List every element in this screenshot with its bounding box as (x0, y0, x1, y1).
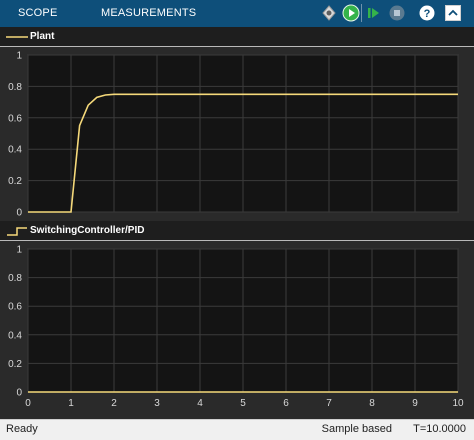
tab-scope[interactable]: SCOPE (18, 7, 58, 19)
plot-plant[interactable]: 0 0.2 0.4 0.6 0.8 1 (0, 47, 474, 221)
status-text: Ready (6, 423, 38, 435)
y-tick-label: 0 (16, 208, 22, 219)
x-tick-label: 1 (68, 398, 74, 409)
legend-line-icon (6, 35, 28, 38)
legend-item-pid[interactable]: SwitchingController/PID (6, 221, 144, 240)
simulation-time: T=10.0000 (413, 423, 466, 435)
y-tick-label: 0.4 (8, 330, 22, 341)
tab-measurements[interactable]: MEASUREMENTS (101, 7, 197, 19)
x-tick-label: 5 (240, 398, 246, 409)
help-icon[interactable]: ? (417, 3, 437, 23)
legend-label: Plant (30, 31, 55, 42)
y-tick-label: 0 (16, 388, 22, 399)
sample-mode: Sample based (321, 423, 392, 435)
y-tick-label: 0.6 (8, 113, 22, 124)
stop-icon[interactable] (387, 3, 407, 23)
x-tick-label: 0 (25, 398, 31, 409)
y-tick-label: 0.2 (8, 176, 22, 187)
x-tick-label: 2 (111, 398, 117, 409)
status-bar: Ready Sample based T=10.0000 (0, 419, 474, 440)
y-tick-label: 0.2 (8, 359, 22, 370)
y-tick-label: 0.8 (8, 82, 22, 93)
svg-text:?: ? (424, 8, 431, 20)
step-forward-icon[interactable] (364, 3, 384, 23)
collapse-toolstrip-icon[interactable] (443, 3, 463, 23)
y-tick-label: 0.6 (8, 302, 22, 313)
x-tick-label: 4 (197, 398, 203, 409)
x-tick-label: 9 (412, 398, 418, 409)
x-tick-label: 6 (283, 398, 289, 409)
legend-step-icon (7, 226, 27, 236)
legend-bar-plant: Plant (0, 27, 474, 47)
y-tick-label: 0.4 (8, 145, 22, 156)
series-line (28, 93, 458, 213)
legend-label: SwitchingController/PID (30, 225, 145, 236)
toolstrip: SCOPE MEASUREMENTS ? (0, 0, 474, 27)
legend-item-plant[interactable]: Plant (6, 27, 54, 46)
plot-pid[interactable]: 0 0.2 0.4 0.6 0.8 1 0 1 2 3 4 5 6 7 8 9 10 (0, 241, 474, 419)
plot-plant-svg: 0 0.2 0.4 0.6 0.8 1 (8, 51, 459, 219)
y-tick-label: 1 (16, 51, 22, 62)
x-tick-label: 7 (326, 398, 332, 409)
plot-pid-svg: 00.20.40.60.810 1 2 3 4 5 6 7 8 9 10 (8, 245, 464, 410)
settings-pin-icon[interactable] (319, 3, 339, 23)
run-icon[interactable] (341, 3, 361, 23)
x-tick-label: 8 (369, 398, 375, 409)
toolbar-separator (361, 4, 362, 22)
x-tick-label: 10 (452, 398, 464, 409)
legend-bar-pid: SwitchingController/PID (0, 221, 474, 241)
y-tick-label: 1 (16, 245, 22, 256)
x-tick-label: 3 (154, 398, 160, 409)
y-tick-label: 0.8 (8, 273, 22, 284)
